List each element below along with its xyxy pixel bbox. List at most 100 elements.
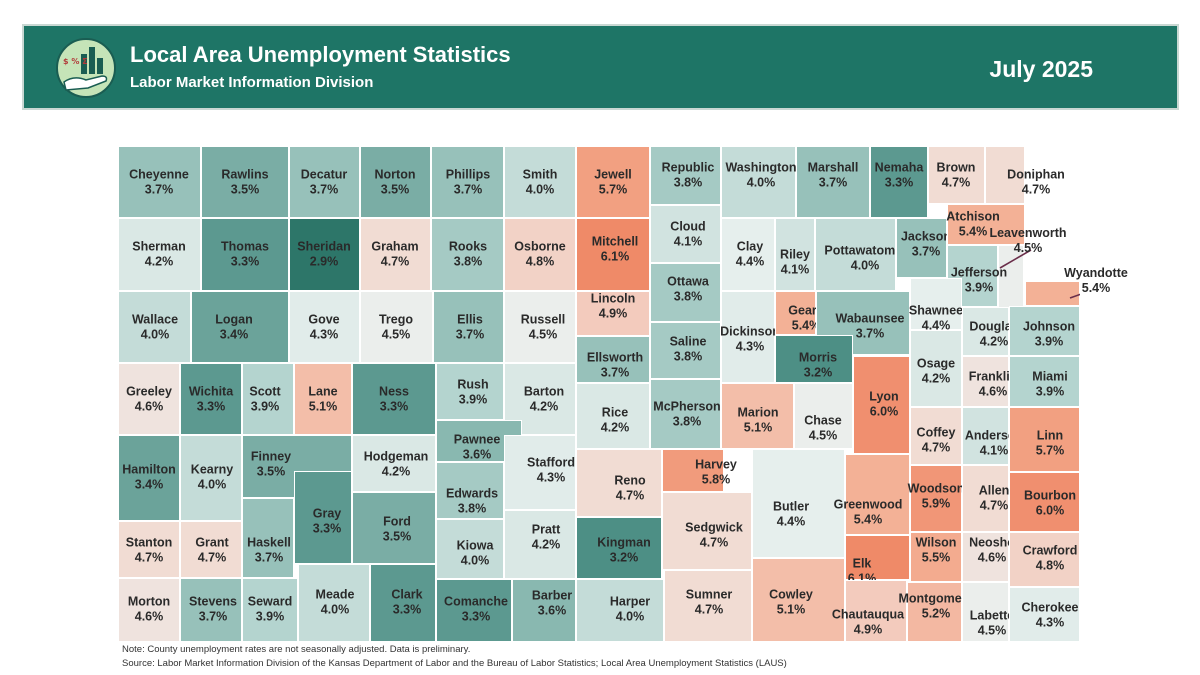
county-rate: 4.5% <box>808 428 838 442</box>
county-label-anderson: Anderson 4.1% <box>965 429 1023 458</box>
county-rate: 5.1% <box>308 399 338 413</box>
county-chase <box>794 383 853 449</box>
county-meade <box>298 564 370 642</box>
county-rate: 4.4% <box>735 254 765 268</box>
source-text: Source: Labor Market Information Divisio… <box>122 658 787 669</box>
county-harper <box>576 579 664 642</box>
county-rate: 5.4% <box>1081 280 1111 295</box>
county-mcpherson <box>650 379 721 449</box>
county-name: Stevens <box>189 594 237 609</box>
county-label-bourbon: Bourbon 6.0% <box>1024 489 1076 518</box>
county-shawnee <box>910 278 962 330</box>
county-name: Sedgwick <box>685 520 743 535</box>
county-rate: 4.6% <box>978 384 1008 398</box>
county-rate: 3.7% <box>855 326 885 340</box>
county-label-allen: Allen 4.7% <box>979 484 1010 513</box>
county-label-scott: Scott 3.9% <box>249 385 280 414</box>
county-sedgwick <box>662 492 752 570</box>
county-rate: 4.4% <box>776 514 806 528</box>
county-rate: 4.5% <box>528 327 558 341</box>
county-name: Nemaha <box>874 160 924 175</box>
county-name: Franklin <box>968 369 1018 384</box>
county-lane <box>294 363 352 435</box>
county-name: Ellsworth <box>586 350 644 365</box>
county-label-johnson: Johnson 3.9% <box>1023 320 1075 349</box>
county-label-kiowa: Kiowa 4.0% <box>457 539 494 568</box>
county-name: Scott <box>249 384 281 399</box>
county-rooks <box>431 218 504 291</box>
county-name: Mitchell <box>591 234 639 249</box>
county-name: Montgomery <box>898 591 974 606</box>
county-rate: 4.0% <box>460 553 490 567</box>
county-label-mcpherson: McPherson 3.8% <box>653 400 720 429</box>
county-harvey <box>662 449 724 492</box>
county-name: Bourbon <box>1023 488 1077 503</box>
county-barber <box>512 579 576 642</box>
county-label-finney: Finney 3.5% <box>251 450 291 479</box>
county-label-marshall: Marshall 3.7% <box>808 161 859 190</box>
county-rate: 3.7% <box>309 182 339 196</box>
county-rate: 4.6% <box>977 550 1007 564</box>
county-rate: 3.3% <box>312 521 342 535</box>
county-kingman <box>576 517 662 579</box>
county-rate: 4.1% <box>979 443 1009 457</box>
county-label-wabaunsee: Wabaunsee 3.7% <box>835 312 904 341</box>
county-rate: 4.3% <box>735 339 765 353</box>
county-rate: 3.9% <box>1034 334 1064 348</box>
county-label-harvey: Harvey 5.8% <box>695 458 737 487</box>
county-saline <box>650 322 721 379</box>
county-rate: 4.7% <box>134 550 164 564</box>
county-rate: 4.7% <box>380 254 410 268</box>
county-name: Dickinson <box>720 324 780 339</box>
county-name: Republic <box>661 160 715 175</box>
county-rate: 4.0% <box>850 258 880 272</box>
county-name: Crawford <box>1022 543 1078 558</box>
county-rate: 4.2% <box>144 254 174 268</box>
county-name: Brown <box>936 160 976 175</box>
county-name: Decatur <box>300 167 348 182</box>
county-name: Rooks <box>448 239 488 254</box>
county-logan <box>191 291 289 363</box>
county-name: Cloud <box>670 219 706 234</box>
county-name: Lincoln <box>590 291 636 306</box>
county-rate: 4.2% <box>529 399 559 413</box>
county-label-marion: Marion 5.1% <box>738 406 779 435</box>
county-linn <box>1009 407 1080 472</box>
county-rate: 3.9% <box>964 280 994 294</box>
county-rate: 3.7% <box>600 365 630 379</box>
page-subtitle: Labor Market Information Division <box>130 74 374 91</box>
county-label-gray: Gray 3.3% <box>313 507 342 536</box>
county-crawford <box>1009 532 1080 587</box>
county-lyon <box>853 356 910 454</box>
county-rate: 5.7% <box>1035 443 1065 457</box>
county-name: Labette <box>969 608 1015 623</box>
county-label-neosho: Neosho 4.6% <box>969 536 1015 565</box>
county-anderson <box>962 407 1009 465</box>
county-rate: 4.3% <box>536 470 566 484</box>
county-rate: 3.6% <box>537 603 567 617</box>
county-label-washington: Washington 4.0% <box>725 161 796 190</box>
county-rate: 4.6% <box>134 399 164 413</box>
county-rate: 3.8% <box>673 349 703 363</box>
county-rate: 5.7% <box>598 182 628 196</box>
kansas-county-map: Cheyenne 3.7% Rawlins 3.5% Decatur 3.7% Norton… <box>118 146 1128 642</box>
county-name: Pratt <box>531 522 561 537</box>
county-rate: 4.7% <box>941 175 971 189</box>
county-rate: 4.7% <box>197 550 227 564</box>
county-doniphan <box>985 146 1025 204</box>
county-label-republic: Republic 3.8% <box>662 161 715 190</box>
county-rate: 4.2% <box>531 537 561 551</box>
county-cheyenne <box>118 146 201 218</box>
county-rate: 3.8% <box>672 414 702 428</box>
header-banner: $ % Σ Local Area Unemployment Statistics… <box>22 24 1179 110</box>
county-label-ellsworth: Ellsworth 3.7% <box>587 351 643 380</box>
county-label-douglas: Douglas 4.2% <box>969 320 1018 349</box>
county-rate: 5.1% <box>743 420 773 434</box>
county-label-stevens: Stevens 3.7% <box>189 595 237 624</box>
county-label-lane: Lane 5.1% <box>308 385 337 414</box>
county-name: Reno <box>614 473 646 488</box>
county-name: Stafford <box>527 455 575 470</box>
county-label-greeley: Greeley 4.6% <box>126 385 172 414</box>
county-rate: 5.2% <box>921 606 951 620</box>
county-label-greenwood: Greenwood 5.4% <box>834 498 903 527</box>
